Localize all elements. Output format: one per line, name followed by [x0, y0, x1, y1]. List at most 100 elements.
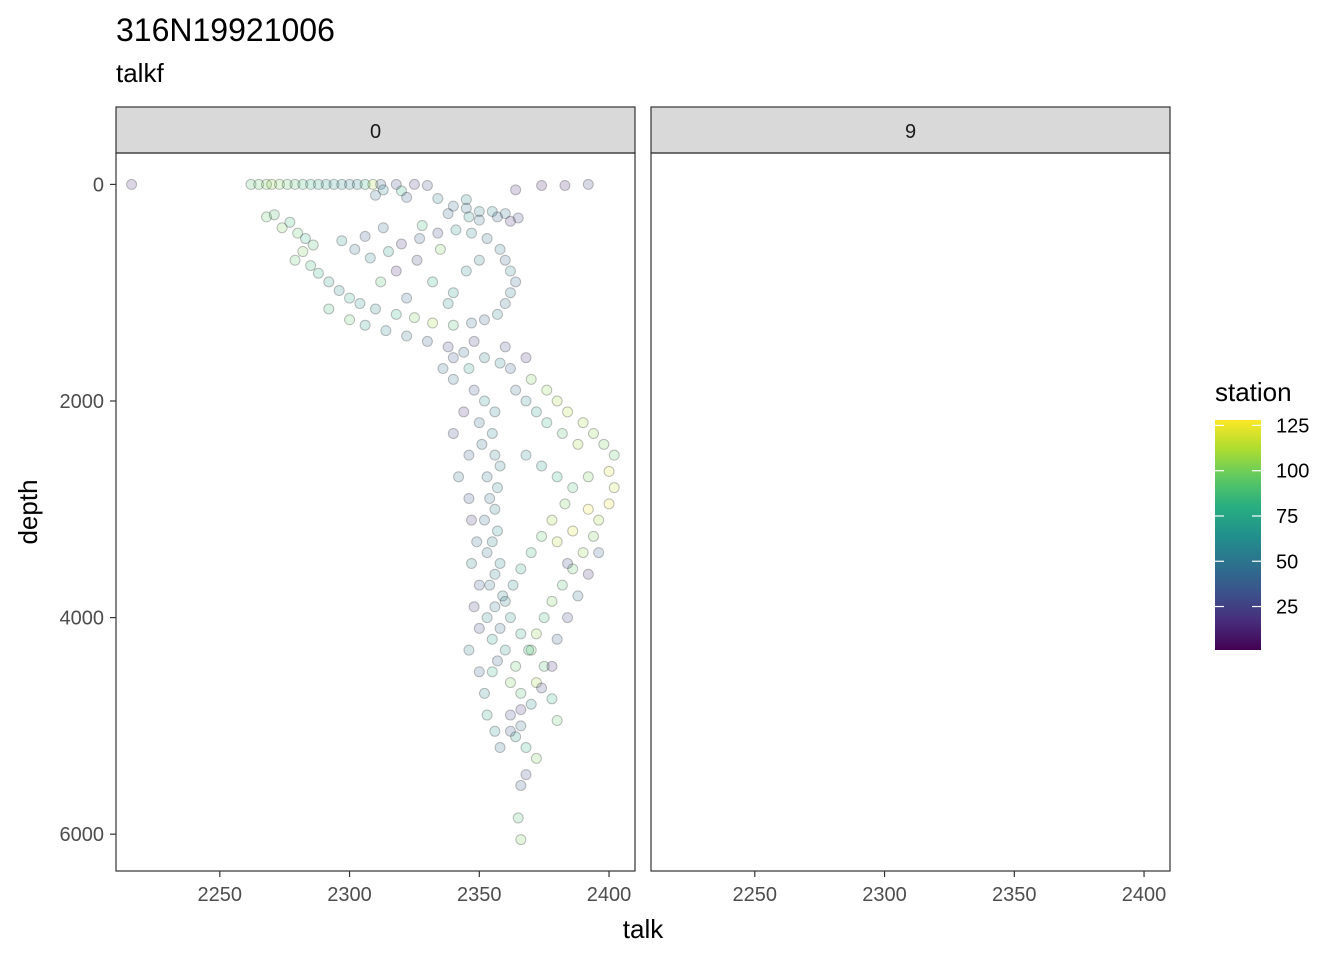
y-tick-label: 6000 [60, 824, 105, 846]
data-point [536, 682, 548, 694]
data-point [305, 178, 317, 190]
data-point [587, 427, 599, 439]
data-point [468, 601, 480, 613]
data-point [481, 547, 493, 559]
data-point [525, 644, 537, 656]
data-point [349, 243, 361, 255]
data-point [289, 254, 301, 266]
data-point [442, 341, 454, 353]
data-point [395, 238, 407, 250]
x-tick-label: 2300 [327, 884, 372, 906]
data-point [473, 254, 485, 266]
data-point [559, 179, 571, 191]
data-point [494, 243, 506, 255]
data-point [261, 211, 273, 223]
data-point [328, 178, 340, 190]
data-point [593, 547, 605, 559]
x-tick-label: 2350 [992, 884, 1037, 906]
data-point [442, 208, 454, 220]
data-point [587, 530, 599, 542]
data-point [375, 178, 387, 190]
data-point [504, 725, 516, 737]
data-point [333, 285, 345, 297]
data-point [463, 449, 475, 461]
data-point [284, 216, 296, 228]
data-point [320, 178, 332, 190]
data-point [468, 335, 480, 347]
data-point [494, 622, 506, 634]
data-point [562, 612, 574, 624]
data-point [380, 325, 392, 337]
data-point [299, 233, 311, 245]
data-point [460, 194, 472, 206]
data-point [536, 460, 548, 472]
y-tick-label: 0 [93, 174, 104, 196]
plot-border-0 [115, 152, 636, 872]
data-point [466, 514, 478, 526]
data-point [510, 384, 522, 396]
data-point [562, 406, 574, 418]
scatter-points-panel-0 [126, 178, 620, 846]
data-point [463, 211, 475, 223]
data-point [582, 471, 594, 483]
data-point [468, 384, 480, 396]
data-point [491, 482, 503, 494]
data-point [281, 178, 293, 190]
data-point [551, 471, 563, 483]
data-point [515, 628, 527, 640]
facet-strip-label-0: 0 [370, 121, 381, 143]
data-point [499, 208, 511, 220]
data-point [486, 633, 498, 645]
data-point [491, 525, 503, 537]
data-point [515, 720, 527, 732]
data-point [481, 612, 493, 624]
data-point [504, 612, 516, 624]
y-tick-label: 4000 [60, 608, 105, 630]
data-point [504, 709, 516, 721]
data-point [515, 704, 527, 716]
data-point [572, 590, 584, 602]
data-point [312, 267, 324, 279]
data-point [582, 503, 594, 515]
data-point [504, 265, 516, 277]
data-point [603, 465, 615, 477]
data-point [390, 178, 402, 190]
data-point [354, 298, 366, 310]
data-point [126, 178, 138, 190]
data-point [476, 438, 488, 450]
data-point [491, 211, 503, 223]
data-point [520, 769, 532, 781]
data-point [442, 298, 454, 310]
data-point [489, 568, 501, 580]
data-point [486, 666, 498, 678]
data-point [344, 292, 356, 304]
data-point [481, 709, 493, 721]
data-point [497, 590, 509, 602]
data-point [370, 189, 381, 201]
data-point [458, 406, 470, 418]
data-point [289, 178, 301, 190]
data-point [512, 812, 524, 824]
data-point [608, 482, 620, 494]
data-point [447, 200, 459, 212]
data-point [489, 503, 501, 515]
data-point [538, 660, 550, 672]
x-tick-label: 2400 [587, 884, 632, 906]
data-point [546, 514, 558, 526]
data-point [416, 220, 428, 232]
data-point [473, 622, 485, 634]
facet-panel-9: 9 [650, 106, 1171, 872]
data-point [520, 449, 532, 461]
data-point [512, 212, 524, 224]
data-point [460, 265, 472, 277]
data-point [489, 725, 501, 737]
x-tick-label: 2350 [457, 884, 502, 906]
data-point [520, 742, 532, 754]
data-point [546, 595, 558, 607]
data-point [507, 579, 519, 591]
data-point [567, 482, 579, 494]
data-point [450, 224, 462, 236]
data-point [559, 498, 571, 510]
data-point [551, 536, 563, 548]
